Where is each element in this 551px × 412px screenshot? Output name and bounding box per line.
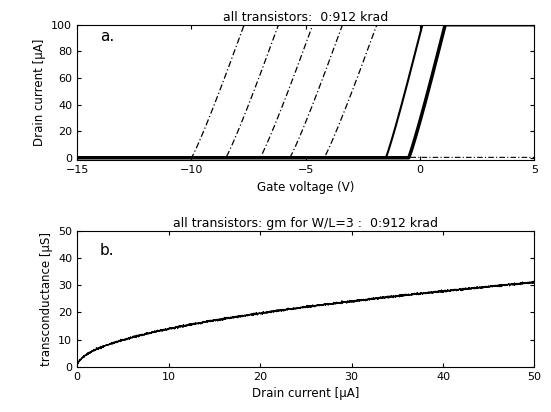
X-axis label: Gate voltage (V): Gate voltage (V)	[257, 181, 354, 194]
Y-axis label: Drain current [μA]: Drain current [μA]	[33, 39, 46, 146]
Title: all transistors: gm for W/L=3 :  0:912 krad: all transistors: gm for W/L=3 : 0:912 kr…	[174, 217, 438, 230]
Text: b.: b.	[100, 243, 115, 258]
Text: a.: a.	[100, 29, 114, 44]
Y-axis label: transconductance [μS]: transconductance [μS]	[40, 232, 52, 366]
X-axis label: Drain current [μA]: Drain current [μA]	[252, 387, 359, 400]
Title: all transistors:  0:912 krad: all transistors: 0:912 krad	[223, 11, 388, 23]
